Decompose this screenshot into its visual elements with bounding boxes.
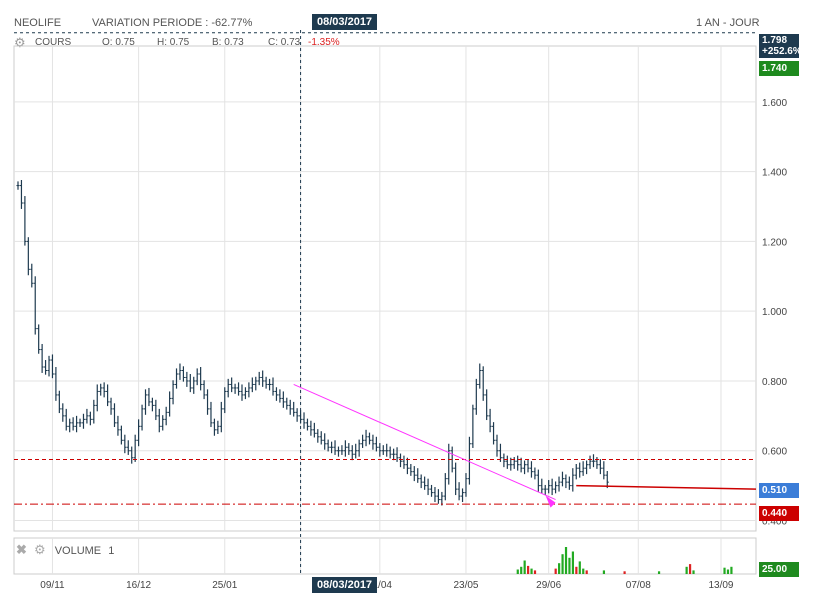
volume-panel-frame (13, 537, 757, 575)
change-value: -1.35% (308, 37, 340, 48)
symbol-name: NEOLIFE (14, 17, 62, 29)
x-tick-label: 23/05 (453, 580, 478, 591)
volume-bar (726, 569, 730, 574)
open-value: O: 0.75 (102, 37, 135, 48)
volume-series (516, 547, 733, 574)
crosshair-date-top: 08/03/2017 (312, 14, 378, 30)
volume-label: VOLUME (54, 545, 102, 557)
trend-line (293, 383, 556, 501)
x-tick-label: 25/01 (212, 580, 237, 591)
volume-bar (530, 568, 533, 574)
volume-bar (575, 566, 578, 574)
high-price-label: 1.740 (759, 61, 799, 76)
volume-bar (558, 563, 561, 574)
low-value: B: 0.73 (212, 37, 244, 48)
price-panel-frame (13, 45, 757, 532)
crosshair-price-value: 1.798 (762, 35, 788, 46)
y-tick-label: 0.400 (762, 517, 787, 528)
x-axis: 09/11 16/12 25/01 11/04 23/05 29/06 07/08 13/09 (40, 580, 734, 591)
price-series (16, 179, 609, 506)
trend-arrowhead (545, 495, 556, 508)
x-tick-label: 16/12 (126, 580, 151, 591)
y-tick-label: 0.600 (762, 447, 787, 458)
volume-bar (723, 567, 726, 574)
volume-bar (533, 570, 537, 574)
y-tick-label: 1.400 (762, 168, 787, 179)
volume-bar (582, 568, 585, 574)
period-label[interactable]: 1 AN - JOUR (696, 17, 760, 29)
volume-bar (523, 560, 526, 574)
volume-bar (527, 565, 530, 574)
volume-bar (578, 561, 581, 574)
short-level-line (576, 484, 757, 490)
volume-bar (564, 547, 568, 574)
volume-bar (561, 554, 564, 574)
volume-bar (568, 557, 571, 574)
x-tick-label: 29/06 (536, 580, 561, 591)
x-tick-label: 11/04 (368, 580, 393, 591)
high-value: H: 0.75 (157, 37, 190, 48)
variation-text: VARIATION PERIODE : -62.77% (92, 17, 253, 29)
close-value: C: 0.73 (268, 37, 301, 48)
cours-label: COURS (35, 37, 72, 48)
x-tick-label: 13/09 (708, 580, 733, 591)
y-tick-label: 1.200 (762, 237, 787, 248)
y-tick-label: 1.600 (762, 98, 787, 109)
x-tick-label: 07/08 (626, 580, 651, 591)
crosshair-date-bottom: 08/03/2017 (312, 577, 378, 593)
support-price-label: 0.440 (759, 506, 799, 521)
x-tick-label: 09/11 (40, 580, 65, 591)
volume-bar (571, 551, 575, 574)
crosshair-price-box: 1.798 +252.6% (759, 34, 802, 58)
crosshair-price-percent: +252.6% (762, 46, 802, 57)
volume-bar (692, 570, 695, 574)
y-tick-label: 1.000 (762, 307, 787, 318)
volume-bar (554, 568, 557, 574)
volume-bar (520, 566, 523, 574)
volume-tick-label: 25.00 (759, 562, 799, 577)
gear-icon[interactable]: ⚙ (33, 542, 46, 557)
volume-bar (657, 571, 661, 574)
y-axis: 1.600 1.400 1.200 1.000 0.800 0.600 0.400 (762, 98, 787, 528)
volume-bar (685, 566, 688, 574)
volume-bar (623, 571, 626, 574)
chart-grid (13, 45, 757, 575)
volume-bar (602, 570, 606, 574)
chart-annotations (14, 30, 757, 574)
volume-bar (516, 569, 519, 574)
last-price-label: 0.510 (759, 483, 799, 498)
volume-bar (730, 566, 733, 574)
close-icon[interactable]: ✖ (16, 542, 27, 557)
gear-icon[interactable]: ⚙ (14, 35, 26, 50)
volume-bar (585, 570, 588, 574)
volume-count: 1 (108, 545, 115, 557)
volume-bar (688, 564, 692, 574)
y-tick-label: 0.800 (762, 377, 787, 388)
volume-header: ✖ ⚙ VOLUME 1 (16, 542, 114, 558)
